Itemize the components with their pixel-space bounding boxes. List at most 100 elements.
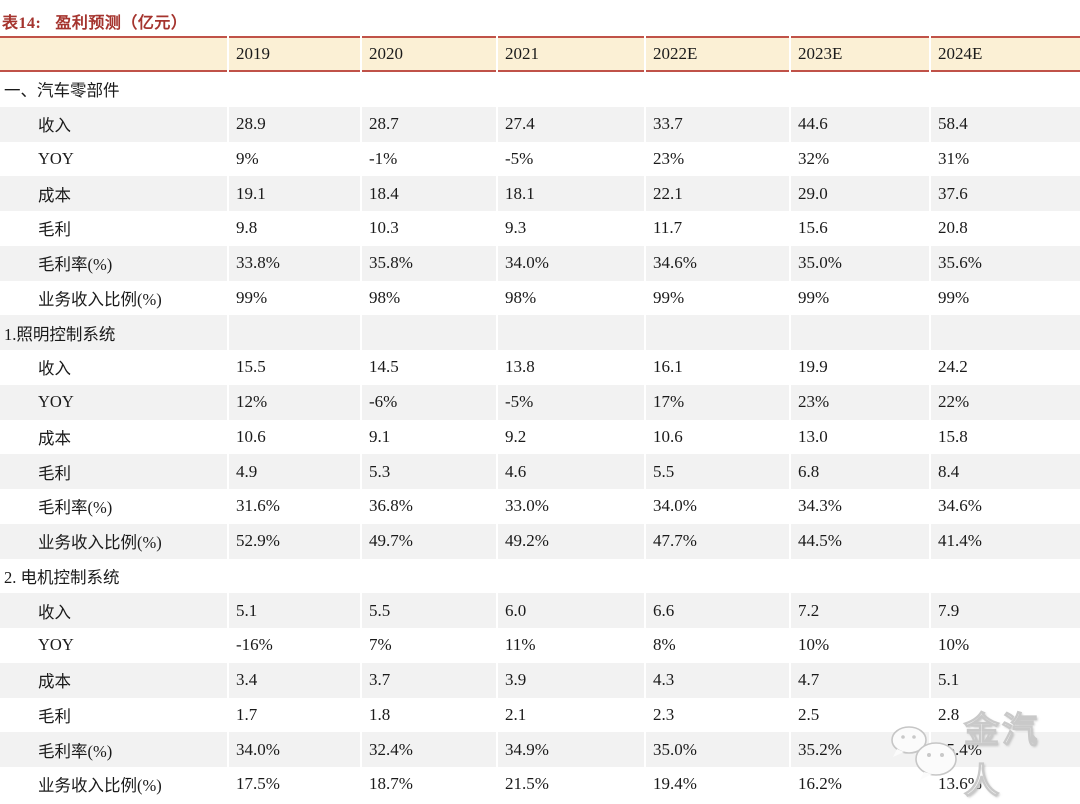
cell-value: 9.2 [496, 419, 645, 455]
table-row: 毛利 9.8 10.3 9.3 11.7 15.6 20.8 [0, 211, 1080, 246]
cell-value: 4.3 [644, 662, 790, 698]
row-label: 收入 [38, 602, 71, 622]
cell-value: 5.5 [360, 593, 497, 628]
cell-value: -5% [496, 384, 645, 420]
row-label: 收入 [38, 116, 71, 136]
cell-value: 98% [496, 280, 645, 316]
header-year-cell: 2022E [644, 37, 790, 71]
row-label: YOY [38, 148, 74, 168]
header-year-cell: 2019 [227, 37, 361, 71]
cell-value: 11.7 [644, 211, 790, 246]
cell-value: 1.7 [227, 697, 361, 733]
cell-value: 99% [644, 280, 790, 316]
table-row: YOY -16% 7% 11% 8% 10% 10% [0, 628, 1080, 663]
table-row: 毛利 1.7 1.8 2.1 2.3 2.5 2.8 [0, 697, 1080, 733]
row-label: 毛利率(%) [38, 498, 113, 518]
profit-forecast-table: 2019 2020 2021 2022E 2023E 2024E 一、汽车零部件 收入 28.… [0, 36, 1080, 802]
cell-value: 5.3 [360, 454, 497, 489]
cell-value: 8% [644, 628, 790, 663]
cell-value: 10.6 [227, 419, 361, 455]
cell-value: 28.9 [227, 106, 361, 142]
cell-value [644, 71, 790, 107]
cell-value: 34.9% [496, 732, 645, 767]
cell-value: 3.9 [496, 662, 645, 698]
cell-value [644, 558, 790, 594]
cell-value [227, 315, 361, 350]
cell-value: 33.7 [644, 106, 790, 142]
cell-value [496, 315, 645, 350]
cell-value: 23% [644, 141, 790, 177]
cell-value [227, 558, 361, 594]
cell-value: 21.5% [496, 767, 645, 802]
cell-value [929, 558, 1080, 594]
cell-value: -16% [227, 628, 361, 663]
section-label: 2. 电机控制系统 [4, 567, 120, 587]
table-row: 成本 19.1 18.4 18.1 22.1 29.0 37.6 [0, 176, 1080, 211]
table-row: 毛利 4.9 5.3 4.6 5.5 6.8 8.4 [0, 454, 1080, 489]
cell-value: 3.7 [360, 662, 497, 698]
table-row: YOY 9% -1% -5% 23% 32% 31% [0, 141, 1080, 177]
header-year-cell: 2024E [929, 37, 1080, 71]
cell-value: 7% [360, 628, 497, 663]
row-label: 成本 [38, 672, 71, 692]
table-title: 表14: 盈利预测（亿元） [0, 0, 1080, 36]
cell-value: 49.2% [496, 523, 645, 559]
table-row: 业务收入比例(%) 99% 98% 98% 99% 99% 99% [0, 280, 1080, 316]
cell-value: 32% [789, 141, 930, 177]
cell-value: 22.1 [644, 176, 790, 211]
cell-value [496, 558, 645, 594]
row-label: 毛利 [38, 220, 71, 240]
cell-value: 9.3 [496, 211, 645, 246]
cell-value: 35.2% [789, 732, 930, 767]
cell-value: 52.9% [227, 523, 361, 559]
cell-value: 35.6% [929, 245, 1080, 281]
cell-value: 13.8 [496, 350, 645, 385]
cell-value: 9.1 [360, 419, 497, 455]
cell-value: 34.3% [789, 489, 930, 524]
cell-value [789, 558, 930, 594]
row-label: YOY [38, 392, 74, 412]
cell-value: 19.9 [789, 350, 930, 385]
cell-value: 34.0% [644, 489, 790, 524]
cell-value: 36.8% [360, 489, 497, 524]
cell-value: 6.6 [644, 593, 790, 628]
cell-value: 28.7 [360, 106, 497, 142]
cell-value: 10% [929, 628, 1080, 663]
table-row: 成本 3.4 3.7 3.9 4.3 4.7 5.1 [0, 662, 1080, 698]
cell-value: 16.2% [789, 767, 930, 802]
cell-value: 58.4 [929, 106, 1080, 142]
section-row: 1.照明控制系统 [0, 315, 1080, 350]
row-label: 毛利率(%) [38, 255, 113, 275]
table-row: 业务收入比例(%) 17.5% 18.7% 21.5% 19.4% 16.2% 13.6% [0, 767, 1080, 802]
cell-value: 18.1 [496, 176, 645, 211]
cell-value [789, 71, 930, 107]
header-year-cell: 2021 [496, 37, 645, 71]
cell-value: 23% [789, 384, 930, 420]
cell-value: 99% [227, 280, 361, 316]
cell-value: 49.7% [360, 523, 497, 559]
table-row: 毛利率(%) 31.6% 36.8% 33.0% 34.0% 34.3% 34.6% [0, 489, 1080, 524]
cell-value: 29.0 [789, 176, 930, 211]
row-label: 业务收入比例(%) [38, 776, 162, 796]
cell-value: 18.7% [360, 767, 497, 802]
table-row: 收入 28.9 28.7 27.4 33.7 44.6 58.4 [0, 106, 1080, 142]
cell-value: 35.4% [929, 732, 1080, 767]
cell-value: 10.6 [644, 419, 790, 455]
table-row: 收入 5.1 5.5 6.0 6.6 7.2 7.9 [0, 593, 1080, 628]
cell-value: 99% [789, 280, 930, 316]
cell-value: 2.5 [789, 697, 930, 733]
cell-value: 19.4% [644, 767, 790, 802]
cell-value: 33.8% [227, 245, 361, 281]
row-label: 毛利 [38, 463, 71, 483]
cell-value: 19.1 [227, 176, 361, 211]
cell-value [929, 315, 1080, 350]
row-label: 成本 [38, 185, 71, 205]
table-row: YOY 12% -6% -5% 17% 23% 22% [0, 384, 1080, 420]
cell-value: -1% [360, 141, 497, 177]
cell-value: 9% [227, 141, 361, 177]
cell-value [360, 71, 497, 107]
row-label: 业务收入比例(%) [38, 289, 162, 309]
cell-value: 35.0% [789, 245, 930, 281]
cell-value: 13.0 [789, 419, 930, 455]
header-year-cell: 2020 [360, 37, 497, 71]
